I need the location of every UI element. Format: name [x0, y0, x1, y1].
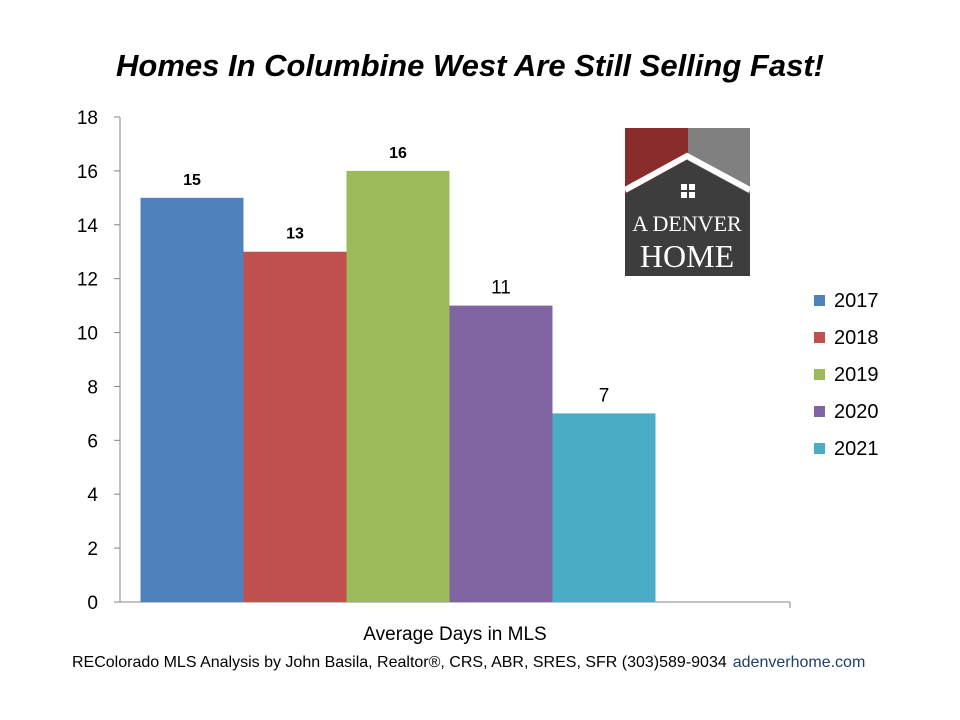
bar-2019	[346, 170, 450, 602]
y-tick-label: 18	[77, 108, 98, 129]
y-tick-label: 10	[77, 324, 98, 345]
legend-swatch	[814, 443, 825, 454]
data-label-2021: 7	[599, 385, 610, 406]
y-tick-label: 2	[87, 539, 98, 560]
logo-line2: HOME	[640, 238, 734, 274]
legend-swatch	[814, 295, 825, 306]
a-denver-home-logo: A DENVER HOME	[623, 128, 752, 276]
legend-label: 2018	[834, 327, 879, 349]
y-tick-label: 16	[77, 162, 98, 183]
data-label-2019: 16	[389, 145, 407, 162]
y-tick-label: 6	[87, 431, 98, 452]
legend-swatch	[814, 332, 825, 343]
footer-url[interactable]: adenverhome.com	[732, 654, 866, 671]
data-label-2017: 15	[183, 172, 201, 189]
data-labels: 15 13 16 11 7	[183, 145, 609, 407]
y-tick-label: 14	[77, 216, 99, 237]
y-tick-label: 8	[87, 377, 98, 398]
footer-credit: REColorado MLS Analysis by John Basila, …	[72, 654, 727, 671]
bar-2017	[140, 197, 244, 603]
legend-swatch	[814, 406, 825, 417]
legend-label: 2021	[834, 438, 879, 460]
bar-2020	[449, 305, 553, 602]
y-tick-label: 4	[87, 485, 98, 506]
chart-title: Homes In Columbine West Are Still Sellin…	[116, 48, 824, 83]
data-label-2018: 13	[286, 226, 304, 243]
y-tick-label: 12	[77, 270, 98, 291]
house-window-icon	[681, 184, 695, 198]
footer: REColorado MLS Analysis by John Basila, …	[72, 654, 865, 672]
legend-label: 2017	[834, 290, 879, 312]
data-label-2020: 11	[491, 278, 511, 299]
logo-line1: A DENVER	[632, 211, 742, 236]
bar-2021	[552, 413, 656, 602]
legend-swatch	[814, 369, 825, 380]
bars	[140, 170, 656, 603]
legend-label: 2019	[834, 364, 879, 386]
y-tick-label: 0	[87, 593, 98, 614]
x-axis-label: Average Days in MLS	[363, 624, 546, 645]
legend-label: 2020	[834, 401, 879, 423]
bar-2018	[243, 251, 347, 602]
